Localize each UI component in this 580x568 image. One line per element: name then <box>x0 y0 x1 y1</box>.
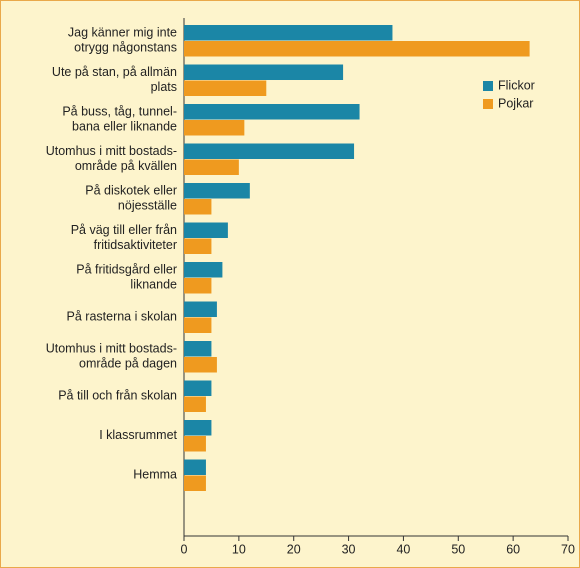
bar <box>184 104 360 120</box>
bar <box>184 199 212 215</box>
y-tick-label: plats <box>151 80 177 94</box>
x-tick-label: 40 <box>396 542 410 556</box>
y-tick-label: På till och från skolan <box>58 388 177 402</box>
x-tick-label: 50 <box>451 542 465 556</box>
bar <box>184 341 212 357</box>
x-tick-label: 30 <box>342 542 356 556</box>
bar <box>184 64 344 80</box>
y-tick-label: På väg till eller från <box>71 223 177 237</box>
legend-swatch <box>483 81 493 91</box>
bar <box>184 25 393 41</box>
y-tick-label: liknande <box>130 277 177 291</box>
bar <box>184 143 355 159</box>
y-tick-label: område på kvällen <box>75 159 177 173</box>
y-tick-label: område på dagen <box>79 356 177 370</box>
y-tick-label: På rasterna i skolan <box>67 309 178 323</box>
y-tick-label: Utomhus i mitt bostads- <box>46 144 177 158</box>
bar <box>184 183 250 199</box>
y-tick-label: På buss, tåg, tunnel- <box>62 104 177 118</box>
bar <box>184 475 206 491</box>
bar <box>184 380 212 396</box>
bar <box>184 120 245 136</box>
bar <box>184 80 267 96</box>
y-tick-label: Hemma <box>133 467 177 481</box>
y-tick-label: fritidsaktiviteter <box>94 238 177 252</box>
y-tick-label: Ute på stan, på allmän <box>52 65 177 79</box>
legend-label: Pojkar <box>498 96 533 110</box>
bar <box>184 159 239 175</box>
bar <box>184 420 212 436</box>
bar <box>184 278 212 294</box>
bar <box>184 436 206 452</box>
bar <box>184 262 223 278</box>
legend-swatch <box>483 99 493 109</box>
y-tick-label: otrygg någonstans <box>74 40 177 54</box>
bar <box>184 301 217 317</box>
x-tick-label: 70 <box>561 542 575 556</box>
legend-label: Flickor <box>498 78 535 92</box>
x-tick-label: 0 <box>181 542 188 556</box>
y-tick-label: nöjesställe <box>118 198 177 212</box>
y-tick-label: På fritidsgård eller <box>76 262 177 276</box>
y-tick-label: På diskotek eller <box>85 183 177 197</box>
bar <box>184 238 212 254</box>
bar <box>184 357 217 373</box>
x-tick-label: 20 <box>287 542 301 556</box>
y-tick-label: bana eller liknande <box>72 119 177 133</box>
y-tick-label: Utomhus i mitt bostads- <box>46 341 177 355</box>
y-tick-label: Jag känner mig inte <box>68 25 177 39</box>
bar <box>184 41 530 57</box>
x-tick-label: 60 <box>506 542 520 556</box>
bar <box>184 396 206 412</box>
bar <box>184 317 212 333</box>
bar <box>184 459 206 475</box>
y-tick-label: I klassrummet <box>99 428 177 442</box>
x-tick-label: 10 <box>232 542 246 556</box>
bar <box>184 222 228 238</box>
